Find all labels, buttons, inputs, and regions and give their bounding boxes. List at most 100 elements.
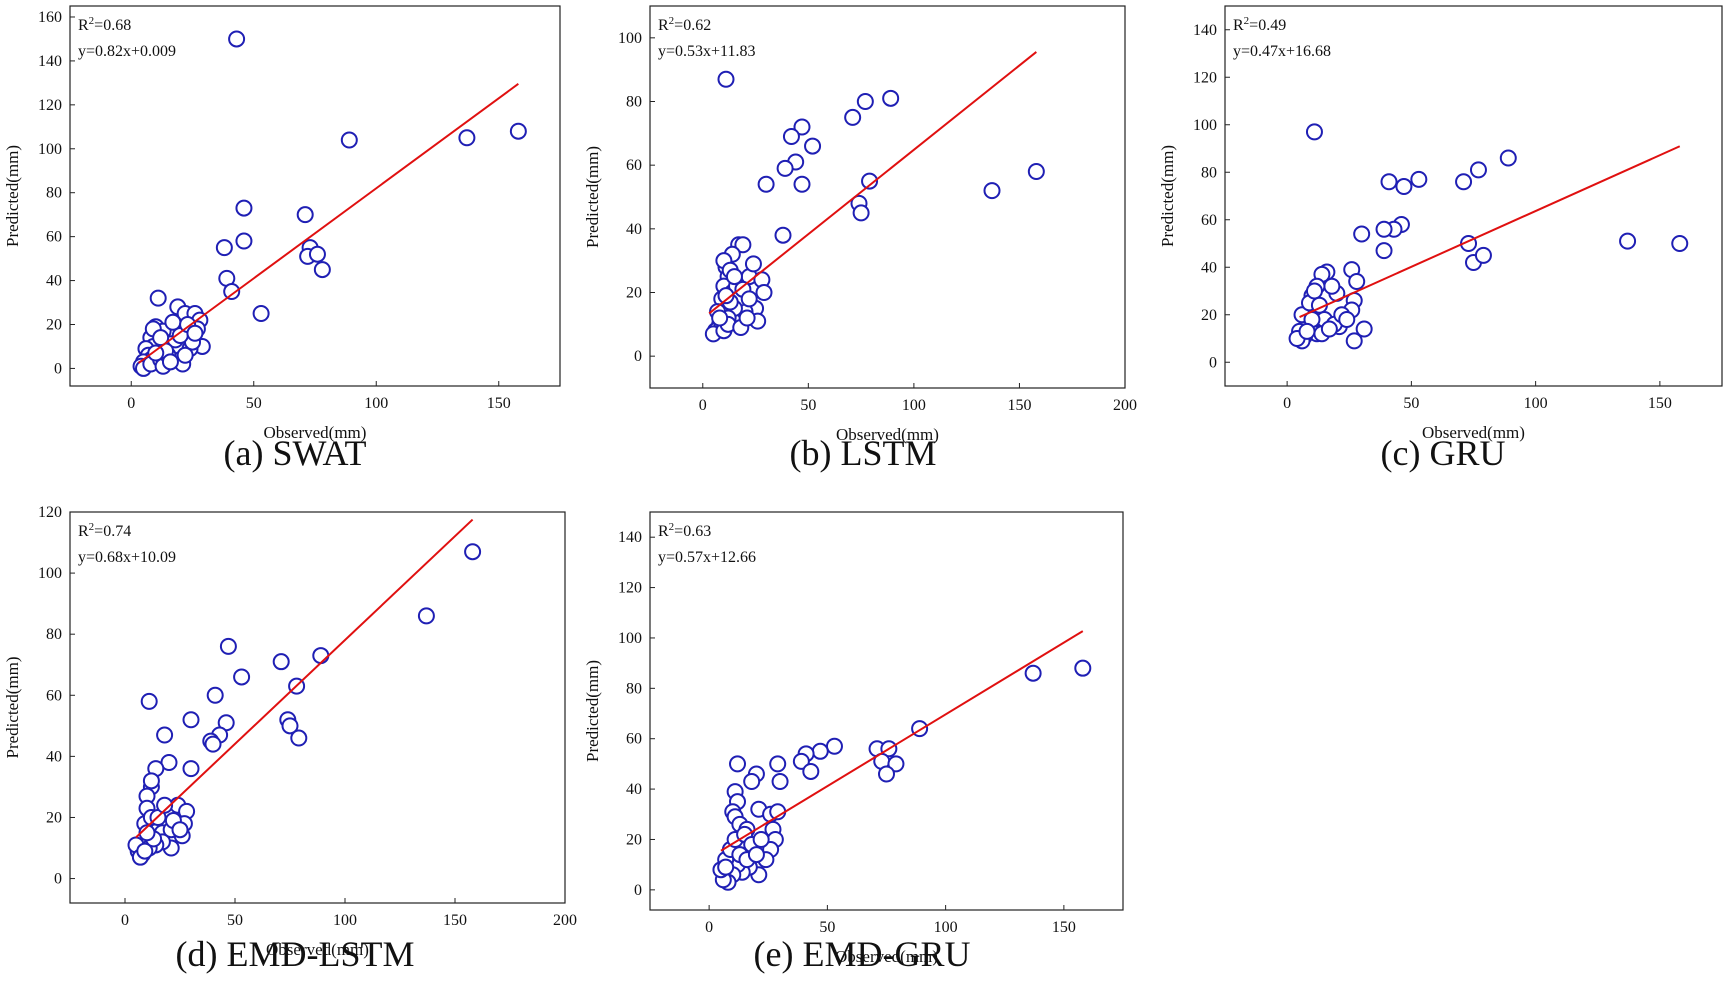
y-tick-label: 120: [618, 580, 642, 597]
data-point: [740, 290, 758, 308]
data-point: [313, 261, 331, 279]
panel-d: 0 50 100 150 200 0 20 40 60 80 100 120 Observed(mm) P…: [3, 504, 577, 959]
data-point: [458, 129, 476, 147]
data-point: [215, 239, 233, 257]
data-point: [290, 729, 308, 747]
data-point: [738, 309, 756, 327]
data-point: [747, 846, 765, 864]
y-tick-label: 60: [626, 731, 642, 748]
r2-symbol: R: [658, 523, 669, 540]
y-tick-label: 160: [38, 9, 62, 26]
fit-equation: y=0.47x+16.68: [1233, 43, 1331, 60]
regression-line: [135, 518, 474, 839]
data-point: [509, 122, 527, 140]
data-point: [308, 245, 326, 263]
data-point: [1298, 322, 1316, 340]
data-point: [1410, 170, 1428, 188]
y-tick-label: 0: [634, 348, 642, 365]
x-tick-label: 0: [121, 912, 129, 929]
data-point: [717, 858, 735, 876]
regression-line: [1299, 145, 1681, 318]
data-point: [186, 324, 204, 342]
data-point: [171, 821, 189, 839]
data-point: [887, 755, 905, 773]
y-tick-label: 20: [46, 316, 62, 333]
x-tick-label: 150: [1007, 397, 1031, 414]
y-tick-label: 0: [54, 871, 62, 888]
data-point: [417, 607, 435, 625]
data-point: [793, 118, 811, 136]
data-point: [1474, 246, 1492, 264]
data-point: [182, 711, 200, 729]
data-point: [223, 283, 241, 301]
y-tick-label: 40: [46, 748, 62, 765]
r2-superscript: 2: [1244, 15, 1250, 27]
y-tick-label: 40: [626, 221, 642, 238]
r2-value: =0.74: [94, 523, 131, 540]
fit-equation: y=0.82x+0.009: [78, 43, 176, 60]
data-point: [852, 204, 870, 222]
panel-e: 0 50 100 150 0 20 40 60 80 100 120 140 Observed(mm) P…: [583, 511, 1124, 966]
plot-frame: [69, 5, 561, 387]
x-tick-label: 0: [705, 919, 713, 936]
x-tick-label: 150: [443, 912, 467, 929]
r2-superscript: 2: [89, 15, 95, 27]
data-point: [1027, 163, 1045, 181]
x-tick-label: 150: [1648, 395, 1672, 412]
y-tick-label: 20: [626, 831, 642, 848]
y-tick-label: 20: [626, 285, 642, 302]
plot-frame: [649, 511, 1124, 911]
y-axis-label: Predicted(mm): [3, 657, 22, 759]
x-tick-label: 150: [1052, 919, 1076, 936]
y-tick-label: 60: [1201, 212, 1217, 229]
data-point: [161, 353, 179, 371]
data-point: [792, 752, 810, 770]
r2-annotation: R2=0.49: [1233, 15, 1286, 34]
fit-equation: y=0.57x+12.66: [658, 549, 756, 566]
data-point: [711, 309, 729, 327]
data-point: [1355, 320, 1373, 338]
data-point: [1348, 273, 1366, 290]
x-axis-label: Observed(mm): [266, 940, 369, 959]
y-tick-label: 40: [1201, 259, 1217, 276]
x-tick-label: 50: [800, 397, 816, 414]
data-point: [725, 268, 743, 286]
y-tick-label: 100: [38, 141, 62, 158]
data-point: [1024, 664, 1042, 682]
r2-symbol: R: [658, 17, 669, 34]
data-point: [1305, 282, 1323, 300]
r2-value: =0.49: [1249, 17, 1286, 34]
y-tick-label: 60: [46, 687, 62, 704]
data-point: [340, 131, 358, 149]
data-point: [312, 647, 330, 665]
data-point: [164, 313, 182, 331]
data-point: [755, 284, 773, 301]
x-axis-label: Observed(mm): [835, 947, 938, 966]
x-tick-label: 50: [819, 919, 835, 936]
data-point: [228, 30, 246, 48]
data-point: [878, 765, 895, 783]
x-tick-label: 150: [487, 395, 511, 412]
x-tick-label: 0: [699, 397, 707, 414]
y-tick-label: 60: [626, 157, 642, 174]
data-point: [1375, 220, 1393, 238]
y-tick-label: 140: [1193, 22, 1217, 39]
data-point: [861, 172, 879, 190]
r2-superscript: 2: [669, 521, 675, 533]
data-point: [233, 668, 251, 686]
r2-symbol: R: [78, 523, 89, 540]
data-point: [272, 653, 290, 671]
x-tick-label: 200: [1113, 397, 1137, 414]
data-point: [1074, 659, 1092, 677]
data-point: [776, 159, 794, 177]
plot-frame: [649, 5, 1126, 389]
r2-annotation: R2=0.62: [658, 15, 711, 34]
r2-superscript: 2: [89, 521, 95, 533]
data-point: [744, 255, 762, 273]
data-point: [825, 737, 843, 755]
data-point: [1380, 173, 1398, 191]
x-tick-label: 100: [902, 397, 926, 414]
x-axis-label: Observed(mm): [1422, 423, 1525, 442]
panel-a: 0 50 100 150 0 20 40 60 80 100 120 140 160 Observed(m…: [3, 5, 561, 442]
y-tick-label: 0: [1209, 354, 1217, 371]
